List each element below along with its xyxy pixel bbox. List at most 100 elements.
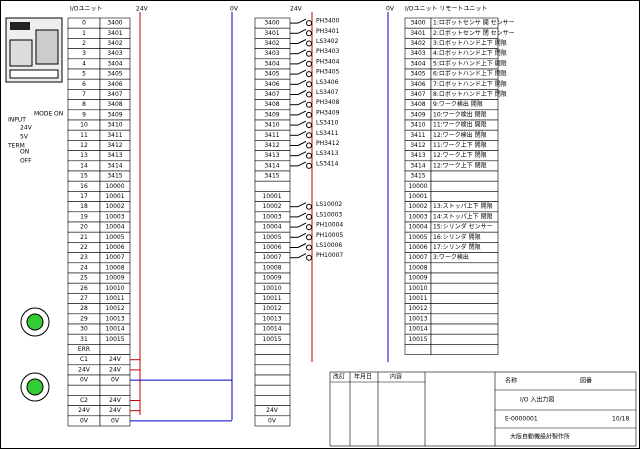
sensor-label: LS3410 — [316, 120, 339, 127]
row-address: 3403 — [410, 50, 425, 57]
tb-label: 図番 — [580, 378, 592, 385]
row-address: 10015 — [408, 336, 427, 343]
row-address: 3413 — [410, 152, 425, 159]
table-cell — [430, 344, 499, 355]
sensor-label: PH3404 — [316, 58, 340, 65]
row-label: 13 — [80, 152, 88, 159]
sensor-label: PH10005 — [316, 232, 343, 239]
sensor — [306, 50, 312, 57]
row-address: 10010 — [262, 285, 281, 292]
row-label: ERR — [78, 346, 90, 353]
sensor — [306, 60, 312, 67]
row-label: 5 — [82, 71, 86, 78]
row-address: 3411 — [410, 132, 425, 139]
device — [5, 17, 63, 83]
row-address: 3408 — [410, 101, 425, 108]
row-label: 9 — [82, 111, 86, 118]
table-cell — [67, 384, 101, 396]
row-address: 3409 — [264, 111, 279, 118]
row-address: 10003 — [105, 213, 124, 220]
row-address: 10001 — [408, 193, 427, 200]
row-address: 10004 — [262, 224, 281, 231]
sensor-label: PH3408 — [316, 99, 340, 106]
row-address: 10000 — [408, 183, 427, 190]
row-label: 8 — [82, 101, 86, 108]
sensor — [306, 122, 312, 129]
tb-no: E-0000001 — [505, 416, 538, 423]
row-address: 3408 — [264, 101, 279, 108]
row-label: 24V — [78, 407, 91, 414]
sensor — [306, 91, 312, 98]
row-desc: 12:ワーク上下 閉限 — [433, 161, 487, 169]
row-address: 10014 — [262, 326, 281, 333]
row-address: 3414 — [107, 162, 122, 169]
switch — [297, 110, 307, 116]
table-cell — [430, 180, 499, 192]
row-address: 10006 — [262, 244, 281, 251]
table-cell — [430, 333, 499, 345]
row-address: 3409 — [107, 111, 122, 118]
row-address: 10013 — [262, 315, 281, 322]
switch — [297, 232, 307, 238]
row-label: 27 — [80, 295, 88, 302]
row-address: 10011 — [105, 295, 124, 302]
row-label: 26 — [80, 285, 88, 292]
row-address: 3406 — [107, 81, 122, 88]
switch — [297, 28, 307, 34]
switch — [297, 18, 307, 24]
sensor — [306, 20, 312, 27]
sensor — [306, 254, 312, 261]
row-address: 3405 — [107, 71, 122, 78]
sensor-label: LS3411 — [316, 130, 339, 137]
row-address: 10008 — [105, 264, 124, 271]
row-label: 4 — [82, 60, 86, 67]
row-address: 0V — [268, 417, 277, 424]
row-address: 10007 — [408, 254, 427, 261]
row-address: 24V — [109, 397, 122, 404]
sensor — [306, 71, 312, 78]
row-address: 24V — [266, 407, 279, 414]
panel-label: MODE — [34, 111, 53, 118]
row-desc: 6:ロボットハンド上下 閉限 — [433, 70, 507, 78]
row-address: 10002 — [408, 203, 427, 210]
sensor-label: PH3400 — [316, 18, 340, 25]
row-address: 3414 — [410, 162, 425, 169]
row-address: 3400 — [107, 20, 122, 27]
row-address: 3402 — [107, 40, 122, 47]
row-address: 10006 — [408, 244, 427, 251]
row-address: 3411 — [264, 132, 279, 139]
row-label: 19 — [80, 213, 88, 220]
row-address: 3401 — [264, 30, 279, 37]
row-label: C2 — [80, 397, 88, 404]
row-address: 10004 — [408, 224, 427, 231]
row-label: 1 — [82, 30, 86, 37]
row-label: 10 — [80, 122, 88, 129]
row-desc: 1:ロボットセンサ 開 センサー — [433, 19, 515, 27]
switch — [297, 69, 307, 75]
row-label: 16 — [80, 183, 88, 190]
switch — [297, 130, 307, 136]
row-desc: 7:ロボットハンド上下 開限 — [433, 80, 507, 88]
row-address: 3400 — [410, 20, 425, 27]
switch — [297, 141, 307, 146]
row-label: 6 — [82, 81, 86, 88]
row-address: 10015 — [262, 336, 281, 343]
table-cell — [254, 344, 291, 355]
row-desc: 2:ロボットセンサ 閉 センサー — [433, 29, 515, 37]
row-address: 3404 — [264, 60, 279, 67]
sensor-label: LS3414 — [316, 160, 339, 167]
row-address: 10005 — [262, 234, 281, 241]
row-address: 3411 — [107, 132, 122, 139]
row-address: 3412 — [410, 142, 425, 149]
row-address: 3410 — [410, 122, 425, 129]
row-address: 10004 — [105, 224, 124, 231]
row-label: C1 — [80, 356, 88, 363]
row-label: 2 — [82, 40, 86, 47]
row-address: 3400 — [264, 20, 279, 27]
row-address: 3404 — [107, 60, 122, 67]
row-desc: 12:ワーク検出 閉限 — [433, 131, 487, 139]
panel-label: ON — [54, 111, 63, 118]
row-address: 3401 — [107, 30, 122, 37]
row-label: 23 — [80, 254, 88, 261]
table-cell — [404, 344, 432, 355]
